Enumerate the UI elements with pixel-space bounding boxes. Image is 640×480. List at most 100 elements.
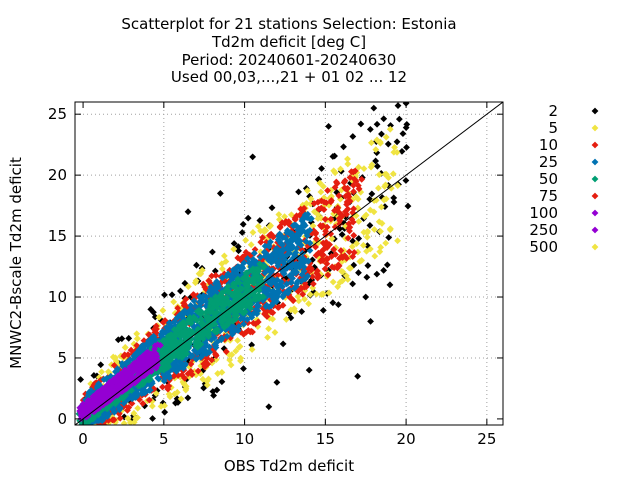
data-point-5 [203,381,211,389]
data-point-outlier [265,403,273,411]
data-point-100 [99,401,107,409]
data-point-5 [348,196,356,204]
y-tick-label: 5 [57,349,67,367]
data-point-outlier [249,153,257,161]
data-point-50 [260,263,268,271]
data-point-25 [171,322,179,330]
data-point-25 [249,255,257,263]
legend-label: 25 [539,153,558,171]
data-point-25 [236,264,244,271]
data-point-5 [382,133,390,141]
data-point-10 [82,390,89,398]
data-point-5 [170,298,178,306]
data-point-10 [323,255,331,263]
data-point-50 [101,404,109,412]
data-point-5 [372,146,380,154]
data-point-50 [243,287,251,295]
data-point-25 [217,326,225,334]
data-point-5 [242,236,250,244]
data-point-10 [221,277,229,285]
data-point-10 [212,352,220,360]
data-point-2 [279,340,287,348]
data-point-5 [382,195,390,203]
data-point-50 [119,393,127,401]
data-point-5 [148,397,156,405]
data-point-25 [213,338,221,346]
data-point-5 [301,295,308,303]
data-point-5 [344,276,352,283]
data-point-5 [355,163,363,171]
data-point-10 [204,360,212,368]
data-point-2 [172,399,179,407]
data-point-100 [103,382,111,390]
data-point-5 [370,208,378,216]
data-point-25 [163,324,170,331]
y-tick-label: 15 [48,227,67,245]
data-point-5 [319,183,327,190]
data-point-25 [293,231,301,239]
data-point-10 [299,290,307,298]
plot-frame [74,101,504,426]
data-point-100 [84,397,92,405]
data-point-5 [360,228,368,236]
data-point-50 [255,286,263,294]
data-point-5 [276,216,283,223]
data-point-2 [340,143,347,151]
data-point-2 [298,308,306,315]
data-point-10 [145,396,153,404]
data-point-100 [157,341,164,349]
data-point-25 [289,222,297,229]
data-point-2 [209,248,216,256]
data-point-50 [161,358,168,366]
data-point-5 [389,170,397,178]
data-point-5 [387,184,395,192]
data-point-10 [288,295,296,303]
data-point-10 [110,361,118,369]
data-point-25 [292,260,300,268]
data-point-2 [380,266,388,274]
data-point-10 [331,184,339,191]
y-tick-label: 25 [48,105,67,123]
data-point-25 [229,266,237,274]
data-point-5 [111,419,119,425]
data-point-10 [310,227,318,235]
data-point-25 [187,302,195,309]
data-point-10 [355,185,363,193]
data-point-100 [89,392,97,400]
x-tick-label: 20 [397,430,416,448]
data-point-5 [133,330,141,338]
data-point-10 [227,334,234,342]
data-point-50 [161,351,169,359]
data-point-5 [309,222,317,230]
data-point-10 [210,345,218,353]
data-point-25 [234,281,242,289]
data-point-10 [318,256,325,264]
data-point-2 [402,177,410,184]
data-point-5 [222,329,230,337]
data-point-5 [354,204,362,212]
data-point-50 [195,335,203,342]
data-point-50 [182,350,190,358]
data-point-25 [105,410,113,418]
data-point-outlier [216,190,224,197]
data-point-25 [308,215,315,222]
data-point-2 [213,386,221,394]
data-point-10 [358,175,366,183]
data-point-5 [332,244,340,252]
legend-marker [591,209,599,217]
data-point-50 [172,337,180,345]
data-point-10 [269,309,277,317]
data-point-5 [375,171,383,179]
data-point-5 [381,170,389,178]
data-point-10 [321,265,329,273]
data-point-10 [344,234,352,242]
data-point-25 [275,232,282,240]
data-point-25 [193,349,201,357]
data-point-10 [352,177,360,185]
legend-marker [591,192,599,200]
data-point-25 [177,363,184,371]
data-point-5 [331,169,339,177]
data-point-50 [81,416,89,424]
data-point-10 [116,401,124,409]
data-point-25 [87,386,95,394]
